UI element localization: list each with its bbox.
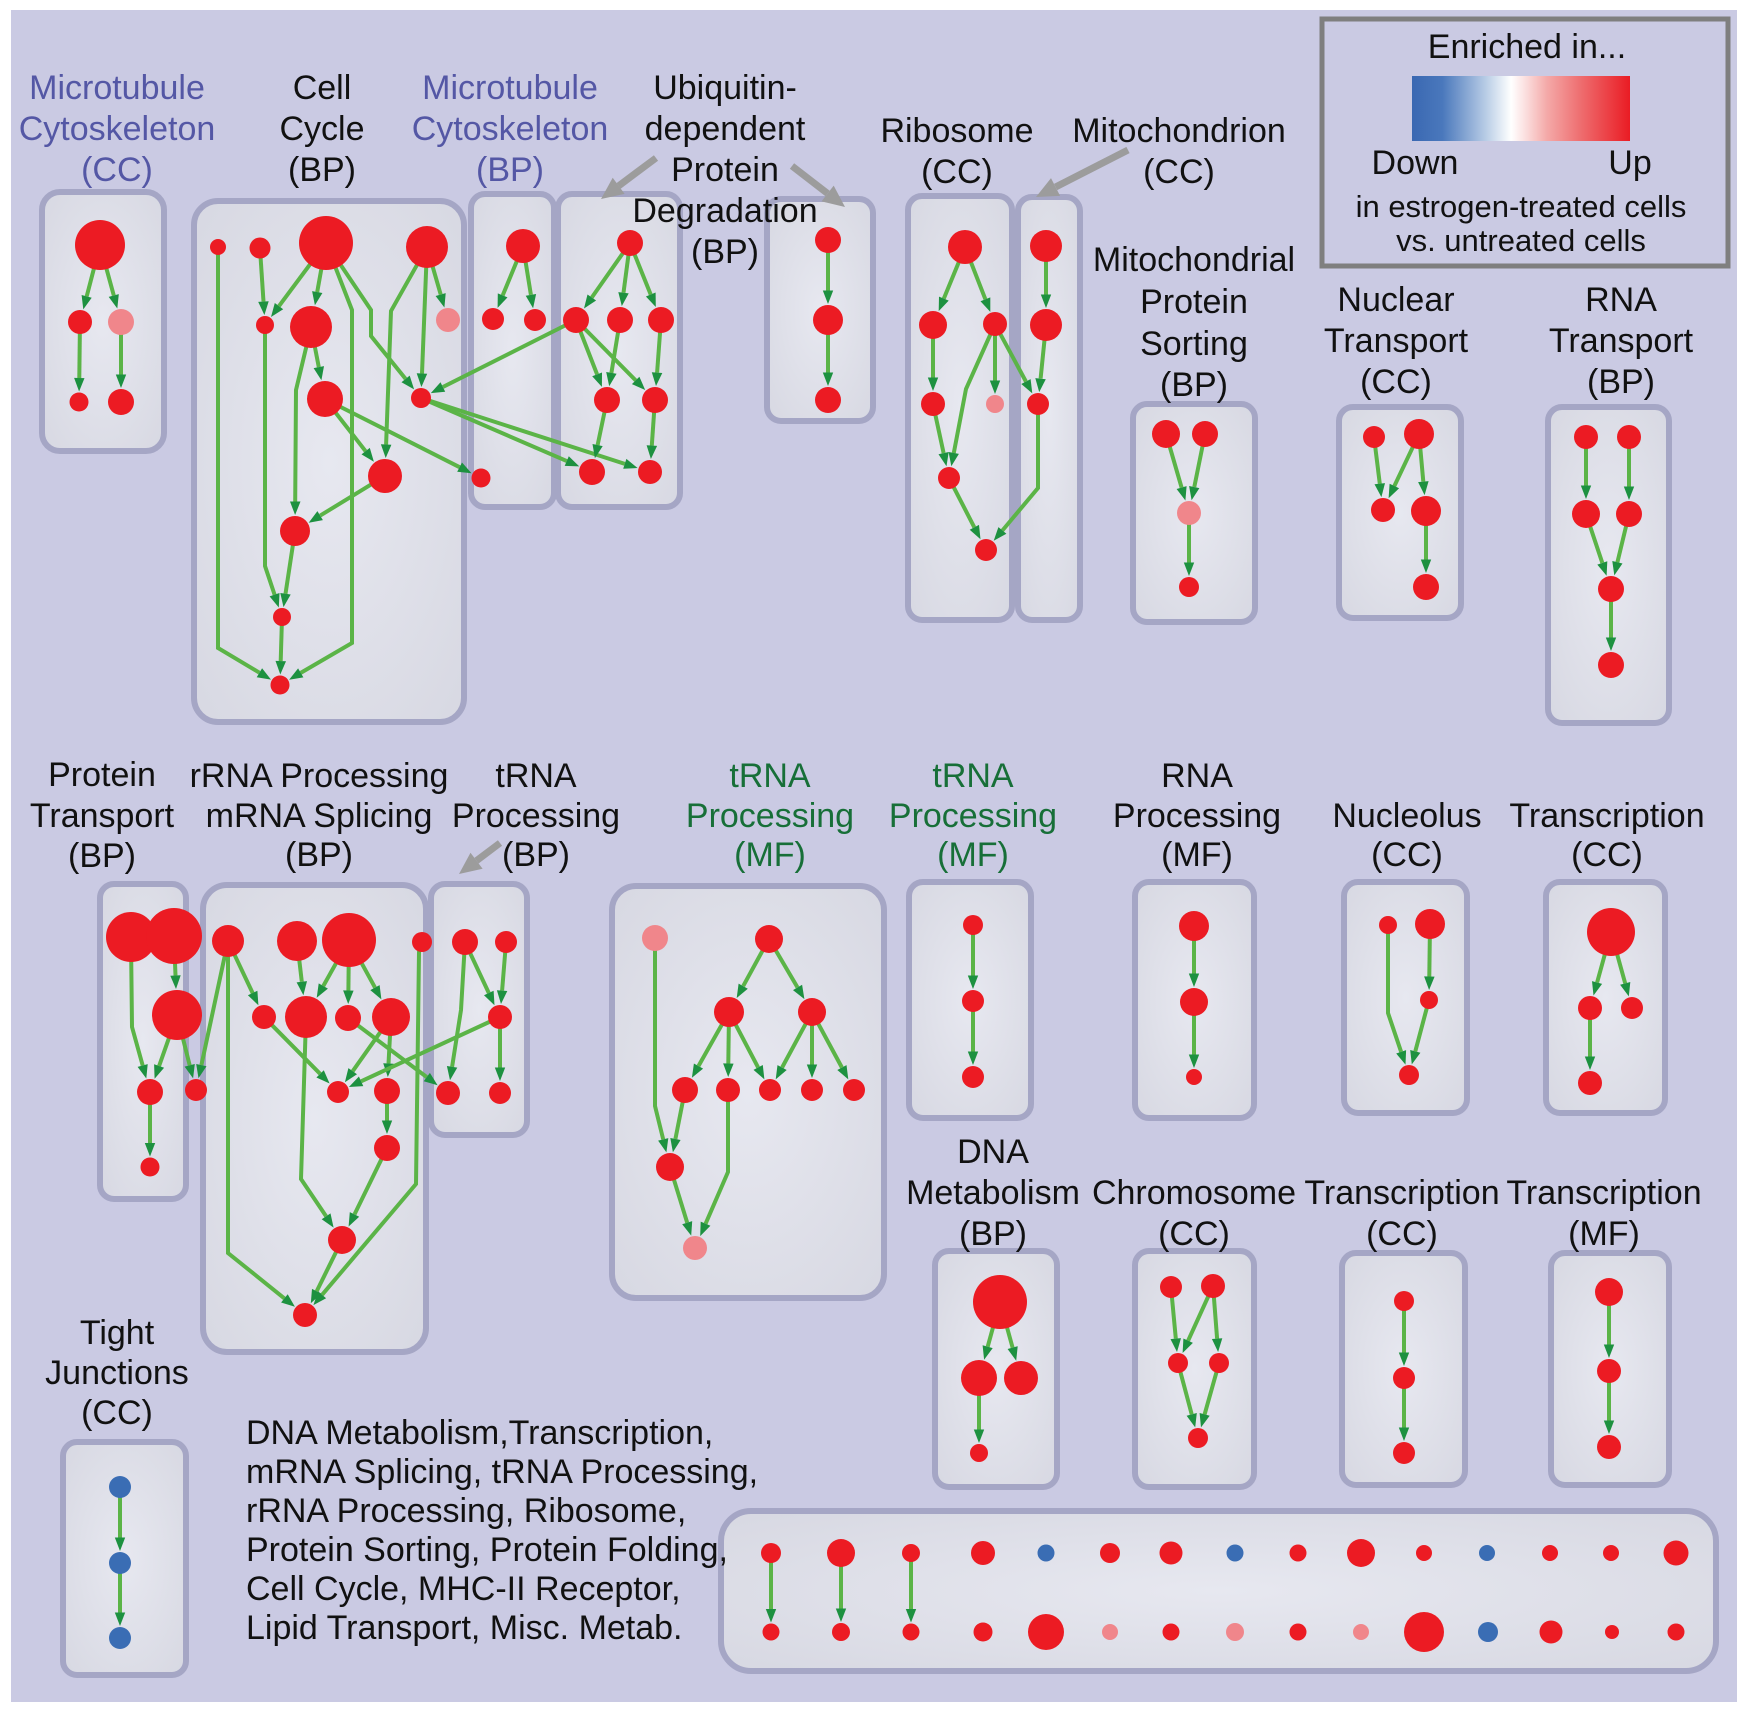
svg-text:(BP): (BP) xyxy=(68,837,136,875)
svg-text:Microtubule: Microtubule xyxy=(29,69,205,107)
svg-text:tRNA: tRNA xyxy=(495,757,577,795)
svg-text:Mitochondrial: Mitochondrial xyxy=(1093,241,1295,279)
svg-text:Up: Up xyxy=(1608,144,1651,182)
svg-text:(CC): (CC) xyxy=(1360,363,1432,401)
svg-text:(MF): (MF) xyxy=(937,836,1009,874)
svg-text:Down: Down xyxy=(1372,144,1459,182)
svg-text:Mitochondrion: Mitochondrion xyxy=(1072,112,1286,150)
svg-text:Cell Cycle, MHC-II Receptor,: Cell Cycle, MHC-II Receptor, xyxy=(246,1570,681,1608)
svg-text:dependent: dependent xyxy=(645,110,806,148)
svg-text:Transport: Transport xyxy=(30,797,175,835)
svg-text:DNA: DNA xyxy=(957,1133,1029,1171)
svg-text:Lipid Transport, Misc. Metab.: Lipid Transport, Misc. Metab. xyxy=(246,1609,683,1647)
svg-text:Cycle: Cycle xyxy=(279,110,364,148)
svg-text:Protein: Protein xyxy=(48,756,156,794)
svg-text:Protein Sorting, Protein Foldi: Protein Sorting, Protein Folding, xyxy=(246,1531,728,1569)
svg-text:(BP): (BP) xyxy=(502,836,570,874)
svg-text:Microtubule: Microtubule xyxy=(422,69,598,107)
svg-text:Ribosome: Ribosome xyxy=(880,112,1033,150)
svg-text:tRNA: tRNA xyxy=(729,757,811,795)
svg-text:RNA: RNA xyxy=(1161,757,1233,795)
svg-text:rRNA Processing, Ribosome,: rRNA Processing, Ribosome, xyxy=(246,1492,686,1530)
svg-text:Transcription: Transcription xyxy=(1506,1174,1701,1212)
svg-text:Processing: Processing xyxy=(452,797,620,835)
svg-text:Enriched in...: Enriched in... xyxy=(1428,28,1626,66)
svg-text:Degradation: Degradation xyxy=(632,192,817,230)
svg-text:Nucleolus: Nucleolus xyxy=(1332,797,1481,835)
svg-text:Sorting: Sorting xyxy=(1140,325,1248,363)
svg-text:(BP): (BP) xyxy=(1587,363,1655,401)
svg-text:(CC): (CC) xyxy=(1371,836,1443,874)
svg-text:mRNA Splicing, tRNA Processing: mRNA Splicing, tRNA Processing, xyxy=(246,1453,758,1491)
svg-text:(BP): (BP) xyxy=(288,151,356,189)
svg-text:Cytoskeleton: Cytoskeleton xyxy=(412,110,609,148)
svg-text:Processing: Processing xyxy=(1113,797,1281,835)
svg-text:Junctions: Junctions xyxy=(45,1354,189,1392)
svg-text:(CC): (CC) xyxy=(81,1394,153,1432)
svg-text:Transcription: Transcription xyxy=(1304,1174,1499,1212)
svg-text:(CC): (CC) xyxy=(1143,153,1215,191)
svg-text:mRNA Splicing: mRNA Splicing xyxy=(206,797,433,835)
svg-text:Cell: Cell xyxy=(293,69,352,107)
svg-text:(MF): (MF) xyxy=(734,836,806,874)
svg-text:DNA Metabolism,Transcription,: DNA Metabolism,Transcription, xyxy=(246,1414,713,1452)
svg-text:Processing: Processing xyxy=(889,797,1057,835)
svg-text:Protein: Protein xyxy=(671,151,779,189)
svg-text:(CC): (CC) xyxy=(921,153,993,191)
svg-text:Cytoskeleton: Cytoskeleton xyxy=(19,110,216,148)
svg-text:(BP): (BP) xyxy=(1160,366,1228,404)
svg-text:(BP): (BP) xyxy=(285,836,353,874)
svg-text:tRNA: tRNA xyxy=(932,757,1014,795)
svg-text:(CC): (CC) xyxy=(1366,1215,1438,1253)
svg-text:(BP): (BP) xyxy=(959,1215,1027,1253)
svg-text:(MF): (MF) xyxy=(1568,1215,1640,1253)
svg-text:Transport: Transport xyxy=(1324,322,1469,360)
svg-text:Transcription: Transcription xyxy=(1509,797,1704,835)
svg-text:(CC): (CC) xyxy=(1158,1215,1230,1253)
svg-text:Protein: Protein xyxy=(1140,283,1248,321)
svg-text:vs. untreated cells: vs. untreated cells xyxy=(1396,223,1646,258)
svg-text:RNA: RNA xyxy=(1585,281,1657,319)
svg-text:(MF): (MF) xyxy=(1161,836,1233,874)
svg-text:Nuclear: Nuclear xyxy=(1337,281,1454,319)
svg-text:Metabolism: Metabolism xyxy=(906,1174,1080,1212)
svg-text:Transport: Transport xyxy=(1549,322,1694,360)
svg-text:(CC): (CC) xyxy=(81,151,153,189)
svg-text:(BP): (BP) xyxy=(476,151,544,189)
svg-text:Tight: Tight xyxy=(80,1314,155,1352)
svg-text:Processing: Processing xyxy=(686,797,854,835)
svg-text:in estrogen-treated cells: in estrogen-treated cells xyxy=(1356,189,1687,224)
svg-text:rRNA Processing: rRNA Processing xyxy=(190,757,449,795)
svg-text:Ubiquitin-: Ubiquitin- xyxy=(653,69,797,107)
svg-text:(BP): (BP) xyxy=(691,233,759,271)
svg-text:Chromosome: Chromosome xyxy=(1092,1174,1296,1212)
svg-text:(CC): (CC) xyxy=(1571,836,1643,874)
